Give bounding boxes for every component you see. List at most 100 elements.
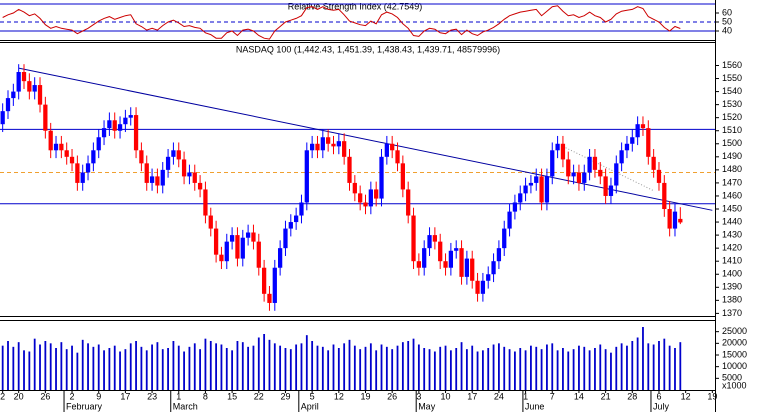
volume-bar: [658, 341, 660, 390]
candle-body: [368, 189, 373, 207]
y-tick-label: 1390: [722, 282, 742, 292]
candle-body: [443, 261, 448, 268]
volume-bar: [578, 345, 580, 390]
x-tick-label: 9: [96, 391, 101, 401]
y-tick-label: 1380: [722, 295, 742, 305]
volume-bar: [39, 344, 41, 390]
candle-body: [523, 185, 528, 194]
volume-bar: [508, 349, 511, 390]
candle-body: [224, 241, 229, 262]
candle-body: [459, 248, 464, 277]
volume-bar: [156, 342, 159, 390]
volume-bar: [23, 350, 25, 390]
candle-body: [512, 202, 518, 212]
candle-body: [630, 137, 635, 144]
volume-bar: [604, 349, 607, 390]
volume-bar: [295, 344, 298, 390]
y-tick-label: 50: [722, 16, 732, 26]
candle-body: [576, 172, 582, 183]
volume-bar: [76, 352, 79, 390]
candle-body: [139, 150, 144, 164]
candle-body: [101, 128, 107, 138]
y-tick-label: 1420: [722, 243, 742, 253]
candle-body: [16, 72, 21, 92]
volume-bar: [81, 339, 84, 390]
candle-body: [432, 235, 438, 242]
volume-bar: [140, 346, 143, 390]
volume-bar: [119, 351, 121, 390]
rsi-line: [2, 5, 681, 40]
volume-bar: [668, 345, 671, 390]
x-tick-label: 20: [14, 391, 24, 401]
y-tick-label: 5000: [722, 373, 742, 383]
candle-body: [27, 81, 32, 92]
volume-bar: [647, 343, 650, 390]
x-tick-label: 3: [416, 391, 421, 401]
volume-bar: [364, 346, 367, 390]
y-tick-label: 1460: [722, 190, 742, 200]
candle-body: [331, 143, 336, 147]
volume-bar: [391, 349, 394, 390]
y-unit-label: x1000: [722, 380, 747, 390]
candle-body: [454, 248, 459, 251]
volume-bar: [1, 345, 4, 390]
y-tick-label: 1520: [722, 112, 742, 122]
x-tick-label: 17: [120, 391, 130, 401]
candle-body: [277, 248, 283, 268]
month-label: July: [653, 401, 670, 411]
y-tick-label: 1440: [722, 216, 742, 226]
candle-body: [219, 254, 224, 262]
x-tick-label: 29: [280, 391, 290, 401]
candle-body: [160, 169, 165, 186]
candle-body: [550, 150, 555, 177]
x-tick-label: 12: [334, 391, 344, 401]
volume-bar: [530, 345, 532, 390]
candle-body: [213, 228, 219, 255]
volume-bar: [540, 349, 543, 390]
candle-body: [475, 280, 480, 294]
volume-bar: [503, 346, 506, 390]
y-tick-label: 1490: [722, 151, 742, 161]
candle-body: [128, 115, 133, 118]
candle-body: [379, 156, 384, 199]
y-tick-label: 15000: [722, 349, 747, 359]
x-tick-label: 26: [40, 391, 50, 401]
candle-body: [91, 150, 96, 164]
volume-bar: [231, 350, 234, 390]
y-tick-label: 1470: [722, 177, 742, 187]
candle-body: [507, 211, 512, 229]
volume-bar: [199, 349, 201, 390]
x-tick-label: 22: [254, 391, 264, 401]
x-tick-label: 26: [387, 391, 397, 401]
volume-bar: [583, 346, 586, 390]
candle-body: [53, 143, 59, 151]
candle-body: [85, 163, 91, 173]
volume-bar: [567, 351, 570, 390]
volume-bar: [311, 341, 314, 390]
candle-body: [69, 156, 75, 164]
volume-bar: [220, 344, 223, 390]
candle-body: [80, 172, 85, 183]
volume-bar: [209, 341, 212, 390]
candle-body: [133, 115, 139, 151]
candle-body: [416, 261, 421, 268]
volume-bar: [492, 344, 495, 390]
candle-body: [592, 156, 598, 170]
candle-body: [197, 182, 203, 190]
y-tick-label: 60: [722, 7, 732, 17]
volume-bar: [305, 335, 308, 390]
trend-line: [562, 145, 654, 192]
candle-body: [518, 193, 523, 203]
candle-body: [117, 124, 123, 131]
candle-body: [374, 189, 379, 199]
volume-bar: [17, 342, 20, 390]
x-tick-label: 7: [550, 391, 555, 401]
candle-body: [560, 143, 566, 160]
x-tick-label: 6: [656, 391, 661, 401]
volume-bar: [348, 339, 351, 390]
candle-body: [352, 182, 357, 194]
candle-body: [464, 258, 470, 277]
candle-body: [251, 232, 256, 242]
volume-bar: [44, 341, 47, 390]
volume-bar: [423, 348, 426, 390]
